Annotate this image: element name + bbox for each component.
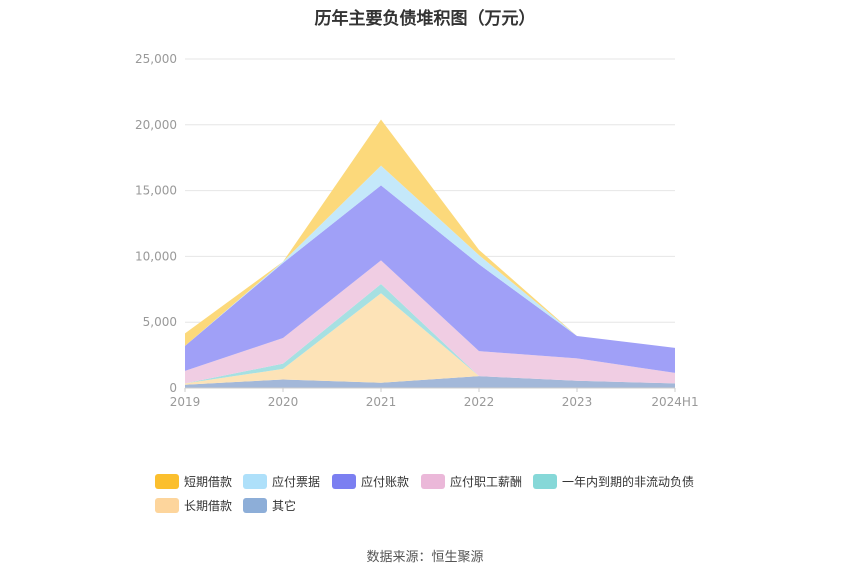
legend-swatch <box>332 473 356 489</box>
y-tick-label: 20,000 <box>135 118 177 132</box>
legend-swatch <box>243 473 267 489</box>
legend-item-notes-payable[interactable]: 应付票据 <box>243 472 320 490</box>
x-tick-label: 2024H1 <box>651 395 698 409</box>
y-tick-label: 10,000 <box>135 249 177 263</box>
y-tick-label: 5,000 <box>143 315 177 329</box>
area-series[interactable] <box>185 185 675 373</box>
legend-item-short-term-loans[interactable]: 短期借款 <box>155 472 232 490</box>
legend-item-accounts-payable[interactable]: 应付账款 <box>332 472 409 490</box>
area-series[interactable] <box>185 293 675 385</box>
legend-label: 短期借款 <box>184 474 233 489</box>
legend-item-other[interactable]: 其它 <box>243 496 296 514</box>
x-tick-label: 2019 <box>170 395 201 409</box>
x-tick-label: 2022 <box>464 395 495 409</box>
legend-swatch <box>421 473 445 489</box>
legend-label: 长期借款 <box>184 498 233 513</box>
legend-label: 一年内到期的非流动负债 <box>562 474 695 489</box>
area-series[interactable] <box>185 376 675 388</box>
legend-item-long-term-loans[interactable]: 长期借款 <box>155 496 232 514</box>
legend-label: 应付职工薪酬 <box>450 474 523 489</box>
y-tick-label: 25,000 <box>135 52 177 66</box>
chart-title: 历年主要负债堆积图（万元） <box>314 9 536 29</box>
y-tick-label: 0 <box>169 381 177 395</box>
data-source: 数据来源：恒生聚源 <box>366 550 484 565</box>
legend-item-employee-pay[interactable]: 应付职工薪酬 <box>421 472 522 490</box>
area-series[interactable] <box>185 284 675 384</box>
legend-swatch <box>243 497 267 513</box>
area-series[interactable] <box>185 260 675 384</box>
x-tick-label: 2023 <box>562 395 593 409</box>
legend-swatch <box>155 497 179 513</box>
stacked-area-chart: 0 5,000 10,000 15,000 20,000 25,000 2019 2020 20… <box>135 52 699 409</box>
legend-swatch <box>155 473 179 489</box>
legend-swatch <box>533 473 557 489</box>
legend-label: 应付票据 <box>272 474 321 489</box>
x-tick-label: 2020 <box>268 395 299 409</box>
x-tick-label: 2021 <box>366 395 397 409</box>
legend-label: 其它 <box>272 498 297 513</box>
legend-item-current-noncurrent[interactable]: 一年内到期的非流动负债 <box>533 472 694 490</box>
y-tick-label: 15,000 <box>135 184 177 198</box>
legend-label: 应付账款 <box>361 474 410 489</box>
